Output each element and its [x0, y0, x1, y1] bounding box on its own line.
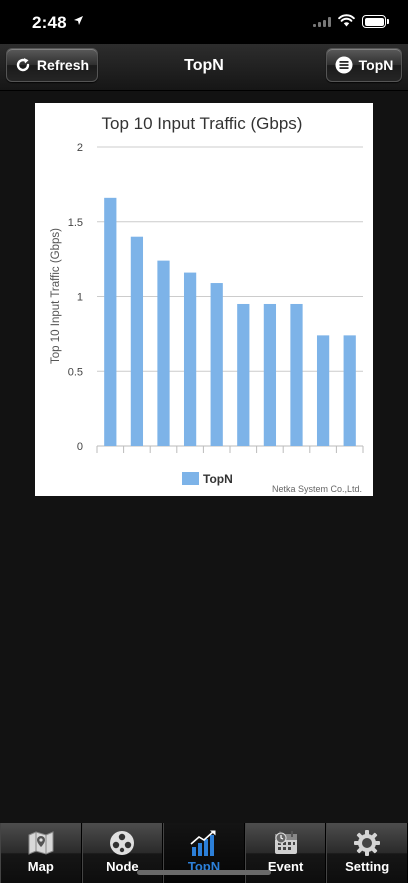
bar — [237, 303, 250, 446]
refresh-icon — [16, 58, 30, 72]
y-tick-label: 2 — [77, 142, 83, 154]
status-bar: 2:48 — [0, 0, 408, 44]
chart-title: Top 10 Input Traffic (Gbps) — [102, 114, 303, 133]
refresh-button[interactable]: Refresh — [6, 48, 98, 82]
y-tick-labels: 0 0.5 1 1.5 2 — [68, 142, 83, 453]
chart-legend: TopN — [182, 472, 233, 486]
menu-icon — [335, 56, 353, 74]
location-arrow-icon — [74, 16, 83, 25]
tab-setting-label: Setting — [345, 859, 390, 874]
navigation-bar: Refresh TopN TopN — [0, 44, 408, 91]
bar — [343, 335, 356, 446]
bar — [157, 260, 170, 446]
bar — [316, 335, 330, 446]
cellular-signal-icon — [313, 17, 331, 27]
map-icon — [28, 831, 54, 855]
tab-map-label: Map — [27, 859, 54, 874]
topn-chart-icon — [190, 830, 216, 856]
home-indicator — [137, 870, 271, 875]
battery-icon — [362, 15, 389, 28]
y-axis-label: Top 10 Input Traffic (Gbps) — [50, 228, 62, 364]
bar — [263, 303, 277, 446]
legend-swatch — [182, 472, 199, 485]
topn-menu-button[interactable]: TopN — [326, 48, 402, 82]
chart-canvas: Top 10 Input Traffic (Gbps) Top 10 Input… — [50, 114, 364, 494]
topn-chart: Top 10 Input Traffic (Gbps) Top 10 Input… — [35, 103, 373, 496]
tab-setting[interactable]: Setting — [326, 823, 408, 883]
bar — [183, 272, 197, 446]
bars — [104, 197, 356, 446]
tab-event-label: Event — [267, 859, 304, 874]
y-tick-label: 1.5 — [68, 217, 83, 229]
y-tick-label: 0 — [77, 441, 83, 453]
bar — [130, 236, 144, 446]
bar — [210, 283, 223, 446]
chart-credit: Netka System Co.,Ltd. — [272, 484, 362, 494]
topn-menu-label: TopN — [358, 57, 394, 73]
bar — [104, 197, 117, 446]
node-icon — [110, 831, 135, 855]
wifi-icon — [338, 14, 355, 27]
tab-event[interactable]: Event — [244, 823, 327, 883]
tab-map[interactable]: Map — [0, 823, 82, 883]
status-time: 2:48 — [32, 13, 67, 32]
tab-node-label: Node — [106, 859, 139, 874]
page-title: TopN — [184, 57, 224, 74]
y-tick-label: 1 — [77, 292, 83, 304]
event-icon — [274, 831, 297, 854]
gear-icon — [354, 830, 381, 856]
x-ticks — [96, 446, 364, 453]
refresh-label: Refresh — [36, 57, 90, 73]
bar — [290, 303, 303, 446]
legend-label: TopN — [203, 472, 233, 486]
y-tick-label: 0.5 — [68, 366, 83, 378]
